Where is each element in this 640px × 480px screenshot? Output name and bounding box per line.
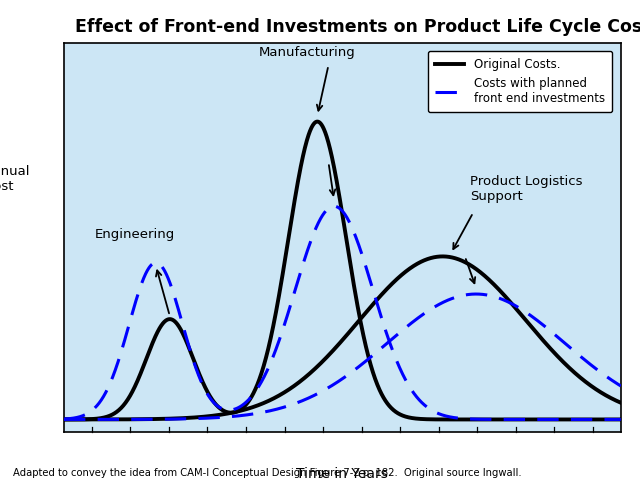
Text: Effect of Front-end Investments on Product Life Cycle Costs: Effect of Front-end Investments on Produ…	[75, 18, 640, 36]
Text: Adapted to convey the idea from CAM-I Conceptual Design Figure 7-2 p. 182.  Orig: Adapted to convey the idea from CAM-I Co…	[13, 468, 522, 478]
Text: Engineering: Engineering	[95, 228, 175, 241]
Text: Time in Years: Time in Years	[296, 467, 388, 480]
Legend: Original Costs., Costs with planned
front end investments: Original Costs., Costs with planned fron…	[428, 51, 612, 112]
Text: Annual
Cost: Annual Cost	[0, 165, 31, 193]
Text: Manufacturing: Manufacturing	[259, 46, 356, 59]
Text: Product Logistics
Support: Product Logistics Support	[470, 175, 583, 203]
